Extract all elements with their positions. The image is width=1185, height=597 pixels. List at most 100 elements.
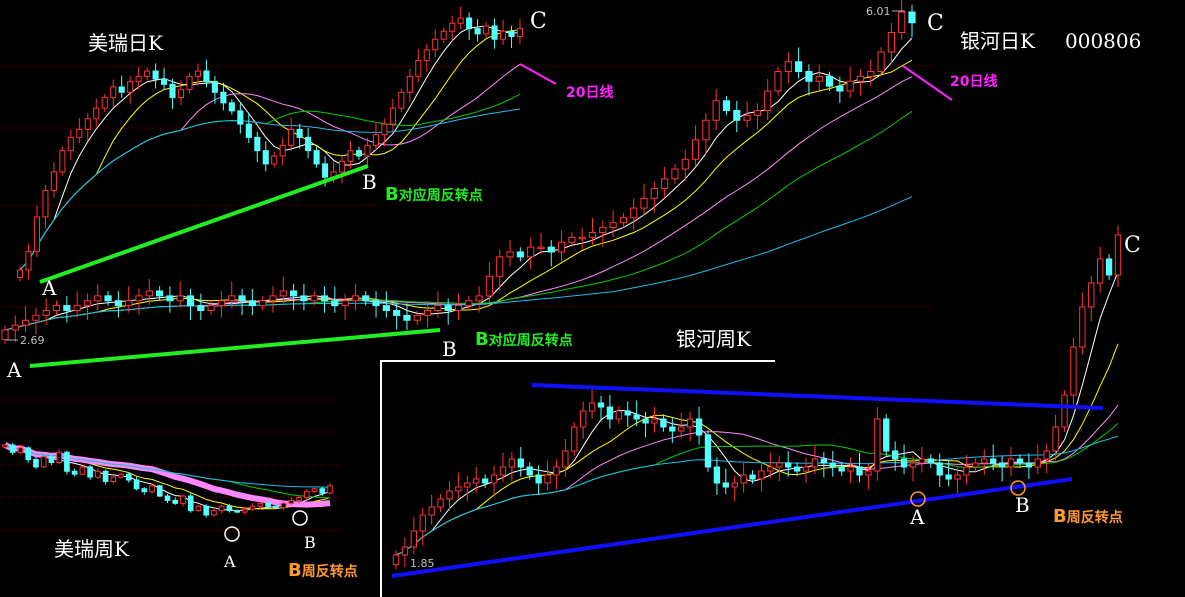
candle-up [702,119,710,141]
label-a-yinhe-daily: A [6,358,22,382]
candle-up [401,546,409,556]
candle-down [722,100,731,112]
candle-up [32,314,40,321]
candle-down [393,309,401,316]
candle-down [597,402,605,408]
candle-down [63,305,71,311]
candle-down [927,458,934,464]
candle-down [9,444,16,453]
candle-down [25,447,32,461]
candle-up [609,222,617,229]
candle-down [248,300,256,307]
candle-up [972,462,979,468]
candle-up [758,470,765,480]
candle-up [465,300,473,307]
candle-down [722,482,729,488]
candle-up [865,470,872,476]
candle-down [998,462,1006,468]
candle-up [650,188,658,199]
candle-up [135,295,143,302]
candle-down [355,150,363,157]
candle-down [535,474,542,484]
candle-up [691,139,700,160]
candle-down [186,295,195,307]
b-note-text: 周反转点 [1067,509,1123,526]
candle-up [372,134,379,146]
ma20-line [19,63,521,271]
candle-up [516,28,524,38]
title-yinhe-weekly: 银河周K [676,327,752,351]
candle-down [265,502,271,507]
b-note-yinhe: B对应周反转点 [475,329,573,350]
candle-up [207,305,215,311]
candle-down [642,418,649,424]
point-a-circle-yinhe [910,491,926,507]
b-note-prefix: B [475,329,489,350]
candle-up [341,300,349,307]
candle-down [87,466,93,478]
candle-up [177,89,185,99]
candle-down [141,488,148,493]
candle-down [382,305,390,311]
label-b-meirui-daily: B [362,170,377,194]
candle-down [228,102,235,112]
candle-up [279,144,286,157]
candle-down [704,434,712,468]
b-note-text: 对应周反转点 [399,187,483,204]
candle-up [1052,426,1059,452]
candle-up [149,485,155,493]
candle-up [217,300,226,307]
candle-up [351,295,360,302]
candle-down [161,78,168,85]
candle-up [731,482,738,488]
candle-down [125,473,132,481]
candle-up [877,51,885,73]
candle-down [319,488,326,494]
candle-up [815,75,823,82]
candle-down [133,479,140,490]
candle-up [981,458,988,464]
point-b-circle-meirui [292,510,308,526]
candle-up [651,418,658,424]
candle-up [544,474,551,484]
candle-up [811,458,819,468]
candle-up [257,502,264,507]
candle-down [104,295,112,302]
candle-up [279,290,287,297]
ma10-line [19,29,521,271]
title-meirui-daily: 美瑞日K [88,31,164,55]
ma30-line [19,93,521,271]
candle-up [413,314,421,321]
candle-up [288,499,295,504]
candle-down [48,456,55,463]
candle-up [2,444,8,448]
candle-down [166,295,174,302]
meirui-daily-panel [16,6,524,282]
candle-down [296,128,303,138]
candle-down [633,414,640,420]
candle-down [1016,458,1024,464]
candle-down [237,110,244,125]
candle-down [660,418,667,428]
candle-up [56,451,62,463]
candle-down [71,470,78,475]
candle-up [249,505,256,510]
candle-up [327,485,333,494]
candle-down [211,81,218,93]
candle-down [164,495,171,501]
candle-down [795,61,803,73]
candle-down [891,450,899,460]
title-yinhe-daily: 银河日K [960,29,1036,53]
candle-up [415,59,422,77]
candle-down [491,25,498,40]
candle-up [455,486,462,492]
candle-up [410,530,418,548]
candle-down [320,295,329,302]
candle-down [829,462,836,468]
candle-up [50,171,57,191]
candle-down [118,86,125,93]
candle-up [101,97,108,109]
candle-up [887,31,895,53]
candle-up [499,466,507,476]
candle-down [273,505,279,509]
